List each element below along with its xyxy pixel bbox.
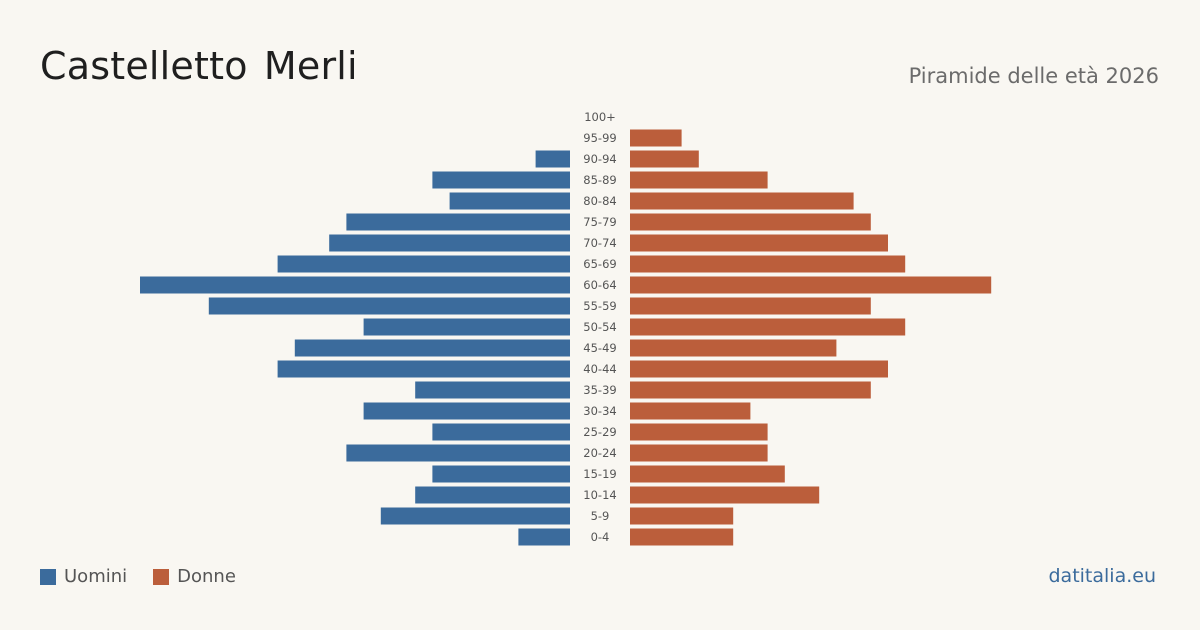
legend: Uomini Donne: [40, 566, 262, 587]
chart-subtitle: Piramide delle età 2026: [908, 64, 1159, 88]
bar-men-70-74: [329, 234, 570, 252]
bar-women-30-34: [630, 402, 751, 420]
bar-women-65-69: [630, 255, 906, 273]
bar-women-70-74: [630, 234, 888, 252]
legend-item-women: Donne: [153, 566, 236, 587]
legend-swatch-women: [153, 568, 170, 585]
bar-men-80-84: [449, 192, 570, 210]
age-label-85-89: 85-89: [583, 173, 616, 187]
bar-men-90-94: [535, 150, 570, 168]
age-label-65-69: 65-69: [583, 257, 616, 271]
age-label-95-99: 95-99: [583, 131, 616, 145]
age-label-35-39: 35-39: [583, 383, 616, 397]
age-label-55-59: 55-59: [583, 299, 616, 313]
age-label-90-94: 90-94: [583, 152, 616, 166]
age-label-45-49: 45-49: [583, 341, 616, 355]
bar-men-75-79: [346, 213, 570, 231]
brand-link[interactable]: datitalia.eu: [1048, 565, 1157, 587]
bar-women-90-94: [630, 150, 699, 168]
age-label-15-19: 15-19: [583, 467, 616, 481]
bar-women-25-29: [630, 423, 768, 441]
age-label-20-24: 20-24: [583, 446, 616, 460]
bar-men-55-59: [208, 297, 571, 315]
bar-women-35-39: [630, 381, 871, 399]
bar-women-10-14: [630, 486, 820, 504]
chart-title: Castelletto Merli: [40, 44, 358, 88]
bar-women-5-9: [630, 507, 734, 525]
bar-women-60-64: [630, 276, 992, 294]
bar-men-20-24: [346, 444, 570, 462]
bar-women-40-44: [630, 360, 888, 378]
age-label-75-79: 75-79: [583, 215, 616, 229]
age-label-80-84: 80-84: [583, 194, 616, 208]
bar-men-10-14: [415, 486, 570, 504]
bar-men-85-89: [432, 171, 570, 189]
bar-men-50-54: [363, 318, 570, 336]
bar-men-40-44: [277, 360, 570, 378]
bar-men-5-9: [380, 507, 570, 525]
bar-women-85-89: [630, 171, 768, 189]
bar-men-15-19: [432, 465, 570, 483]
legend-label-women: Donne: [177, 566, 236, 587]
bar-women-20-24: [630, 444, 768, 462]
age-label-70-74: 70-74: [583, 236, 616, 250]
age-label-30-34: 30-34: [583, 404, 616, 418]
legend-item-men: Uomini: [40, 566, 127, 587]
bar-women-15-19: [630, 465, 785, 483]
bar-men-0-4: [518, 528, 570, 546]
age-label-50-54: 50-54: [583, 320, 616, 334]
age-label-60-64: 60-64: [583, 278, 616, 292]
age-label-25-29: 25-29: [583, 425, 616, 439]
bar-men-60-64: [140, 276, 570, 294]
bar-men-25-29: [432, 423, 570, 441]
age-label-40-44: 40-44: [583, 362, 616, 376]
bar-women-75-79: [630, 213, 871, 231]
bar-men-65-69: [277, 255, 570, 273]
bar-women-0-4: [630, 528, 734, 546]
bar-men-45-49: [294, 339, 570, 357]
legend-label-men: Uomini: [64, 566, 128, 587]
age-label-5-9: 5-9: [591, 509, 610, 523]
age-label-10-14: 10-14: [583, 488, 616, 502]
bar-men-35-39: [415, 381, 570, 399]
bar-women-95-99: [630, 129, 682, 147]
legend-swatch-men: [40, 568, 56, 585]
bar-women-80-84: [630, 192, 854, 210]
bar-women-55-59: [630, 297, 871, 315]
age-label-0-4: 0-4: [591, 530, 610, 544]
bar-women-50-54: [630, 318, 906, 336]
bar-women-45-49: [630, 339, 837, 357]
bar-men-30-34: [363, 402, 570, 420]
age-label-100+: 100+: [584, 110, 616, 124]
